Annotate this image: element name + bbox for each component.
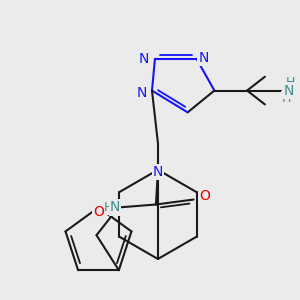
Text: N: N (199, 51, 209, 65)
Text: O: O (93, 206, 104, 219)
Text: H: H (282, 92, 291, 105)
Text: N: N (137, 85, 147, 100)
Text: O: O (200, 189, 210, 202)
Text: H: H (104, 201, 113, 214)
Text: N: N (110, 200, 120, 214)
Text: N: N (153, 165, 163, 179)
Text: N: N (284, 84, 294, 98)
Text: N: N (139, 52, 149, 66)
Text: H: H (286, 76, 295, 89)
